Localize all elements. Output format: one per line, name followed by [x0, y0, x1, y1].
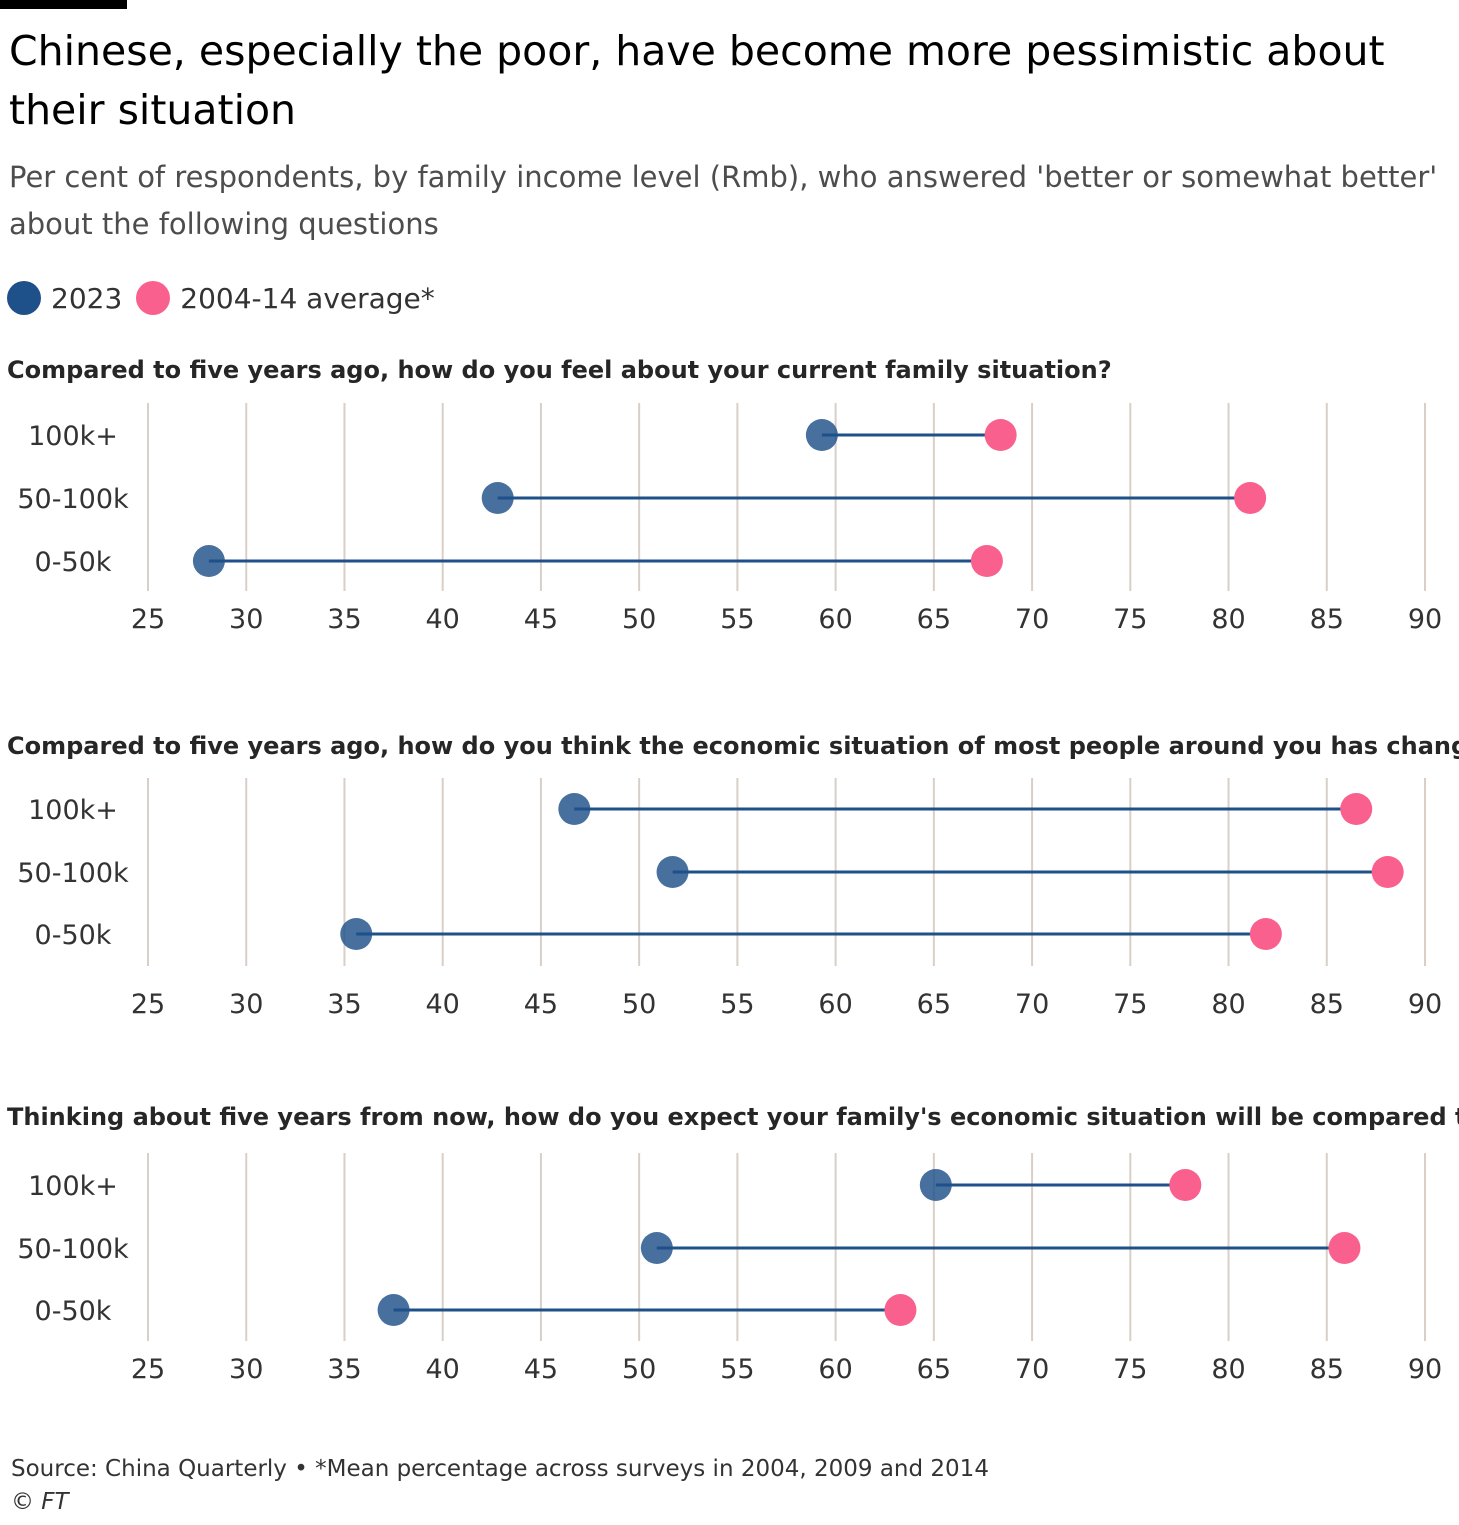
- category-label: 50-100k: [17, 1234, 129, 1265]
- point-2023: [919, 1169, 952, 1201]
- point-average: [1234, 482, 1267, 514]
- x-tick-label: 25: [131, 1354, 165, 1385]
- category-label: 0-50k: [35, 920, 112, 951]
- x-tick-label: 40: [426, 1354, 460, 1385]
- legend-item-average: 2004-14 average*: [136, 281, 435, 315]
- x-tick-label: 25: [131, 989, 165, 1020]
- x-tick-label: 90: [1408, 1354, 1442, 1385]
- x-tick-label: 35: [327, 604, 361, 635]
- x-tick-label: 50: [622, 989, 656, 1020]
- x-tick-label: 40: [426, 604, 460, 635]
- category-label: 50-100k: [17, 484, 129, 515]
- question-title: Compared to five years ago, how do you f…: [7, 356, 1112, 384]
- x-tick-label: 55: [720, 989, 754, 1020]
- x-tick-label: 65: [917, 604, 951, 635]
- x-tick-label: 80: [1211, 604, 1245, 635]
- chart-subtitle: Per cent of respondents, by family incom…: [9, 160, 1438, 241]
- point-average: [1371, 856, 1404, 888]
- point-average: [984, 419, 1017, 451]
- x-tick-label: 45: [524, 604, 558, 635]
- point-average: [970, 545, 1003, 577]
- category-label: 100k+: [28, 1171, 118, 1202]
- x-tick-label: 75: [1113, 989, 1147, 1020]
- x-tick-label: 70: [1015, 604, 1049, 635]
- top-accent-bar: [0, 0, 127, 9]
- x-tick-label: 35: [327, 1354, 361, 1385]
- x-tick-label: 60: [818, 989, 852, 1020]
- x-tick-label: 85: [1310, 604, 1344, 635]
- question-title: Thinking about five years from now, how …: [7, 1103, 1459, 1131]
- legend-label-2023: 2023: [51, 281, 123, 315]
- x-tick-label: 75: [1113, 604, 1147, 635]
- x-tick-label: 35: [327, 989, 361, 1020]
- x-tick-label: 85: [1310, 989, 1344, 1020]
- x-tick-label: 55: [720, 1354, 754, 1385]
- x-tick-label: 65: [917, 1354, 951, 1385]
- point-2023: [481, 482, 514, 514]
- ft-credit: © FT: [11, 1489, 69, 1515]
- point-2023: [558, 793, 591, 825]
- x-tick-label: 80: [1211, 1354, 1245, 1385]
- x-tick-label: 60: [818, 1354, 852, 1385]
- legend-item-2023: 2023: [7, 281, 122, 315]
- point-2023: [192, 545, 225, 577]
- x-tick-label: 90: [1408, 989, 1442, 1020]
- x-tick-label: 70: [1015, 1354, 1049, 1385]
- source-note: Source: China Quarterly • *Mean percenta…: [11, 1456, 989, 1482]
- question-title: Compared to five years ago, how do you t…: [7, 732, 1459, 760]
- x-tick-label: 55: [720, 604, 754, 635]
- x-tick-label: 80: [1211, 989, 1245, 1020]
- x-tick-label: 45: [524, 989, 558, 1020]
- x-tick-label: 60: [818, 604, 852, 635]
- x-tick-label: 50: [622, 1354, 656, 1385]
- x-tick-label: 75: [1113, 1354, 1147, 1385]
- legend: 2023 2004-14 average*: [7, 280, 449, 316]
- x-tick-label: 40: [426, 989, 460, 1020]
- x-tick-label: 65: [917, 989, 951, 1020]
- x-tick-label: 25: [131, 604, 165, 635]
- point-2023: [805, 419, 838, 451]
- point-average: [1249, 918, 1282, 950]
- x-tick-label: 30: [229, 604, 263, 635]
- x-tick-label: 85: [1310, 1354, 1344, 1385]
- point-2023: [340, 918, 373, 950]
- category-label: 0-50k: [35, 1296, 112, 1327]
- legend-label-average: 2004-14 average*: [180, 281, 435, 315]
- point-2023: [656, 856, 689, 888]
- x-tick-label: 45: [524, 1354, 558, 1385]
- point-2023: [377, 1294, 410, 1326]
- category-label: 0-50k: [35, 547, 112, 578]
- category-label: 100k+: [28, 421, 118, 452]
- x-tick-label: 30: [229, 1354, 263, 1385]
- category-label: 100k+: [28, 795, 118, 826]
- x-tick-label: 30: [229, 989, 263, 1020]
- point-average: [1328, 1232, 1361, 1264]
- point-average: [884, 1294, 917, 1326]
- point-average: [1169, 1169, 1202, 1201]
- x-tick-label: 70: [1015, 989, 1049, 1020]
- x-tick-label: 50: [622, 604, 656, 635]
- legend-swatch-average: [136, 281, 171, 315]
- point-average: [1340, 793, 1373, 825]
- x-tick-label: 90: [1408, 604, 1442, 635]
- legend-swatch-2023: [7, 281, 41, 315]
- chart-title: Chinese, especially the poor, have becom…: [9, 27, 1385, 134]
- point-2023: [640, 1232, 673, 1264]
- category-label: 50-100k: [17, 858, 129, 889]
